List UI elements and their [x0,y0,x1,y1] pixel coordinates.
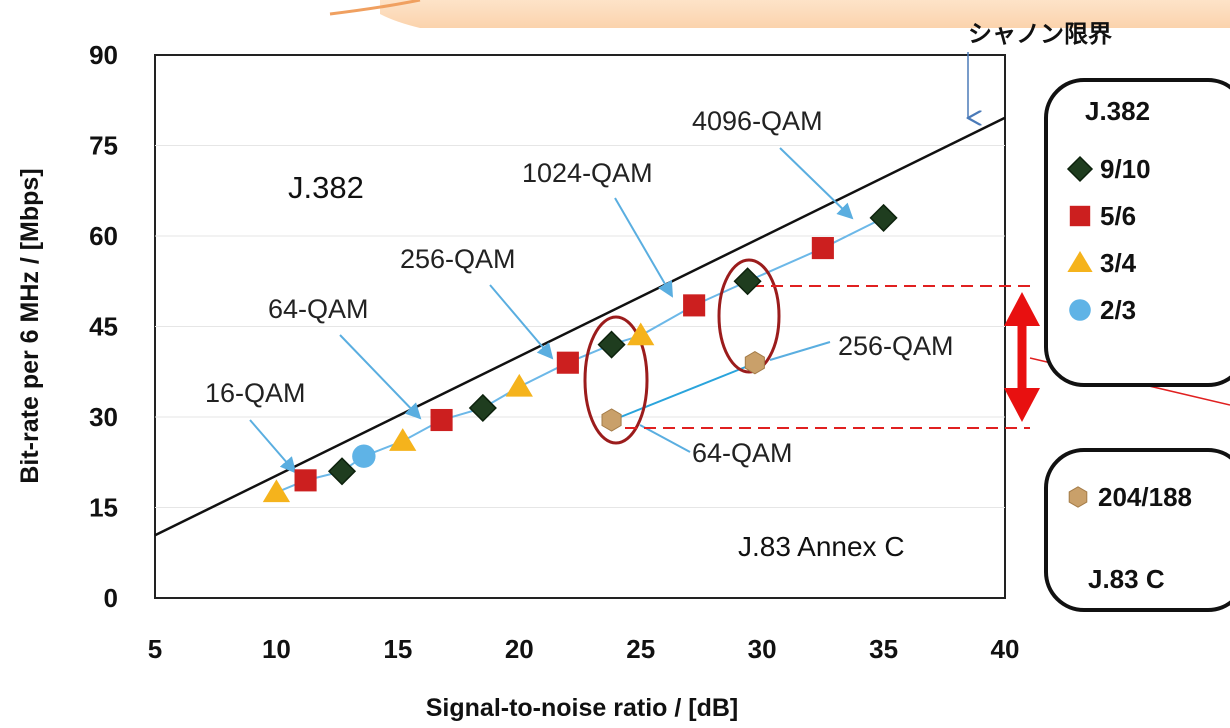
x-axis-title: Signal-to-noise ratio / [dB] [426,694,739,722]
annotation-16qam: 16-QAM [205,378,306,408]
banner-decoration [380,0,1230,28]
data-point [327,457,357,486]
data-point [352,444,376,468]
legend-marker [1067,251,1093,272]
shannon-limit-line [154,116,1006,537]
highlight-ellipse-29db [717,258,781,374]
legend-j382-box [1044,78,1230,387]
grid-lines [155,145,1005,508]
banner-swoosh [329,0,421,16]
legend-marker [1069,299,1091,321]
y-tick-label: 75 [89,131,118,161]
y-tick-label: 60 [89,221,118,251]
legend-item-label: 2/3 [1100,295,1136,325]
annotation-64qam: 64-QAM [268,294,369,324]
x-tick-label: 5 [148,634,162,664]
annotation-1024qam: 1024-QAM [522,158,653,188]
data-point [869,203,898,232]
callout-arrow-1024qam [614,197,674,298]
double-arrow-gain [1004,292,1040,422]
y-tick-label: 45 [89,312,118,342]
data-point [811,237,834,260]
data-point [468,393,497,423]
legend-item-label: 204/188 [1098,482,1192,512]
series-label-j83-annex-c: J.83 Annex C [738,531,905,562]
data-point [597,330,626,359]
x-tick-label: 10 [262,634,291,664]
annotation-64qam-annexc: 64-QAM [692,438,793,468]
annotation-4096qam: 4096-QAM [692,106,823,136]
x-tick-label: 20 [505,634,534,664]
legend-j83c: 204/188 J.83 C [1044,448,1230,612]
callout-arrow-256qam [489,284,554,360]
y-axis-title: Bit-rate per 6 MHz / [Mbps] [16,168,44,483]
legend-item-label: 9/10 [1100,154,1151,184]
x-tick-labels: 5 10 15 20 25 30 35 40 [148,634,1020,664]
callout-line-64qam-annexc [639,424,691,453]
x-tick-label: 35 [869,634,898,664]
data-point [389,428,417,451]
y-tick-label: 0 [104,583,118,613]
x-tick-label: 40 [991,634,1020,664]
y-tick-label: 15 [89,493,118,523]
data-point [262,479,291,503]
legend-j83c-title: J.83 C [1088,564,1165,594]
data-point [744,351,765,375]
legend-j382: J.382 9/10 5/6 3/4 2/3 [1044,78,1230,387]
y-tick-labels: 0 15 30 45 60 75 90 [89,40,118,613]
highlight-ellipse-24db [583,315,649,445]
data-point [294,469,317,492]
callout-line-256qam-annexc [769,341,831,361]
annotation-256qam-annexc: 256-QAM [838,331,954,361]
data-markers [262,203,898,503]
data-point [601,408,622,432]
data-point [556,351,579,374]
callout-arrows [249,147,854,474]
legend-marker [1066,155,1094,183]
callout-arrow-64qam [339,334,422,420]
legend-j382-title: J.382 [1085,96,1150,126]
data-point [505,373,533,397]
annotation-256qam: 256-QAM [400,244,516,274]
callout-arrow-16qam [249,419,297,474]
y-tick-label: 90 [89,40,118,70]
x-tick-label: 25 [626,634,655,664]
callout-arrow-4096qam [779,147,854,220]
data-point [733,267,762,296]
legend-marker [1068,486,1088,508]
legend-item-label: 3/4 [1100,248,1137,278]
legend-item-label: 5/6 [1100,201,1136,231]
legend-j83c-box [1044,448,1230,612]
legend-marker [1069,205,1091,227]
y-tick-label: 30 [89,402,118,432]
data-point [430,408,453,432]
x-tick-label: 30 [748,634,777,664]
data-point [627,322,655,346]
series-label-j382: J.382 [288,170,364,205]
connector-annexc [617,365,749,419]
x-tick-label: 15 [383,634,412,664]
data-point [683,294,706,317]
shannon-limit-label: シャノン限界 [968,20,1112,48]
